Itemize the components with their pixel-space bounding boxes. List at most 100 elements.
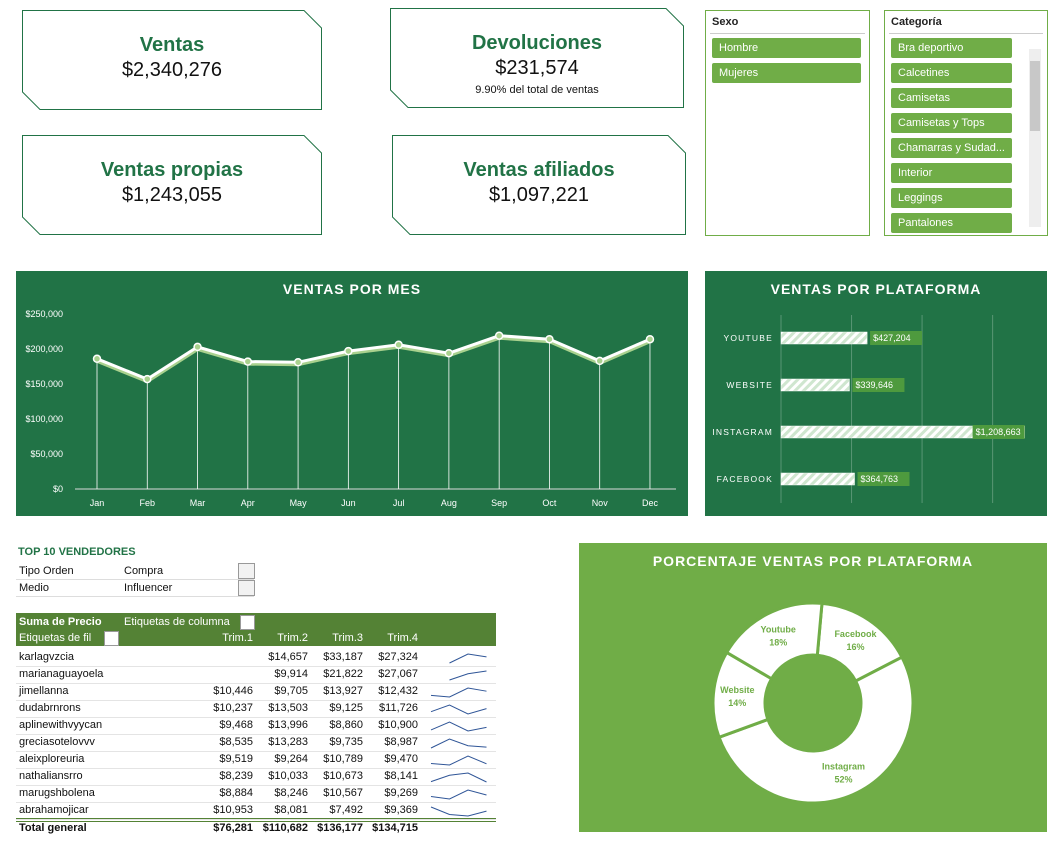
- cell-value: $8,081: [274, 804, 308, 816]
- marker: [193, 342, 202, 352]
- cell-value: $7,492: [329, 804, 363, 816]
- bar: [780, 425, 1025, 439]
- header-columns: Etiquetas de columna: [124, 616, 239, 628]
- row-rule: [16, 768, 496, 769]
- filter-value: Compra: [124, 565, 164, 577]
- marker: [394, 340, 403, 350]
- slicer-item[interactable]: Chamarras y Sudad...: [891, 138, 1012, 158]
- slicer-item[interactable]: Bra deportivo: [891, 38, 1012, 58]
- total-rule: [16, 818, 496, 822]
- slice-label: Website: [720, 685, 754, 695]
- panel: [579, 543, 1047, 832]
- panel: [705, 271, 1047, 516]
- marker: [92, 354, 102, 364]
- cell-value: $9,264: [274, 753, 308, 765]
- slicer-item[interactable]: Camisetas: [891, 88, 1012, 108]
- row-rule: [16, 751, 496, 752]
- x-tick-label: Oct: [542, 498, 557, 508]
- filter-button[interactable]: [238, 563, 255, 579]
- marker: [645, 334, 655, 344]
- sparkline: [430, 704, 487, 715]
- chart-title: PORCENTAJE VENTAS POR PLATAFORMA: [653, 553, 973, 569]
- slicer: Categoría Bra deportivo Calcetines Camiset…: [884, 10, 1048, 236]
- slicer-item[interactable]: Mujeres: [712, 63, 861, 83]
- pivot-table: TOP 10 VENDEDORES Tipo Orden Compra Medio In…: [16, 540, 496, 840]
- marker: [545, 334, 554, 344]
- cell-value: $27,067: [378, 668, 418, 680]
- value-label: 14%: [728, 698, 746, 708]
- kpi-value: $231,574: [495, 57, 579, 79]
- x-tick-label: Jun: [341, 498, 356, 508]
- cell-value: $9,470: [384, 753, 418, 765]
- slice: [717, 655, 915, 805]
- row-dropdown[interactable]: [104, 631, 119, 646]
- row-rule: [16, 785, 496, 786]
- column-header: Trim.4: [387, 632, 418, 644]
- x-tick-label: Jul: [393, 498, 405, 508]
- kpi-title: Devoluciones: [471, 32, 603, 54]
- slicer-item[interactable]: Camisetas y Tops: [891, 113, 1012, 133]
- sparkline: [430, 755, 487, 766]
- x-tick-label: Apr: [241, 498, 255, 508]
- marker: [494, 331, 504, 340]
- y-tick-label: WEBSITE: [726, 380, 773, 390]
- slicer-item[interactable]: Interior: [891, 163, 1012, 183]
- slicer-item[interactable]: Calcetines: [891, 63, 1012, 83]
- value-label: $427,204: [873, 333, 911, 343]
- sparkline: [430, 687, 487, 698]
- slicer-item[interactable]: Pantalones: [891, 213, 1012, 233]
- header-value: Suma de Precio: [19, 616, 102, 628]
- value-label: $339,646: [855, 380, 893, 390]
- row-rule: [16, 717, 496, 718]
- x-tick-label: Nov: [592, 498, 609, 508]
- slice-label: Youtube: [761, 624, 796, 634]
- total-label: Total general: [19, 822, 87, 834]
- value-label: 52%: [834, 775, 852, 785]
- line: [96, 334, 651, 381]
- row-label: abrahamojicar: [19, 804, 89, 816]
- total-value: $76,281: [213, 822, 253, 834]
- filter-button[interactable]: [238, 580, 255, 596]
- sparkline: [430, 772, 487, 783]
- column-header: Trim.2: [277, 632, 308, 644]
- filter-rule: [16, 596, 254, 597]
- cell-value: $14,657: [268, 651, 308, 663]
- column-header: Trim.1: [222, 632, 253, 644]
- cell-value: $8,860: [329, 719, 363, 731]
- sparkline: [430, 806, 487, 817]
- slicer-title: Sexo: [712, 16, 739, 28]
- total-value: $136,177: [317, 822, 363, 834]
- sparklines: [430, 653, 487, 817]
- slicer-item[interactable]: Hombre: [712, 38, 861, 58]
- slice-label: Facebook: [834, 629, 877, 639]
- column-dropdown[interactable]: [240, 615, 255, 630]
- value-label: 16%: [846, 642, 864, 652]
- sparkline: [430, 738, 487, 749]
- marker: [595, 356, 604, 366]
- header-rows: Etiquetas de fil: [19, 632, 92, 644]
- kpi-value: $1,097,221: [488, 184, 590, 206]
- slicer-item[interactable]: Leggings: [891, 188, 1012, 208]
- cell-value: $8,987: [384, 736, 418, 748]
- slicer-title: Categoría: [891, 16, 942, 28]
- row-label: aplinewithvyycan: [19, 719, 103, 731]
- cell-value: $8,141: [384, 770, 418, 782]
- scrollbar[interactable]: [1029, 49, 1041, 227]
- cell-value: $9,269: [384, 787, 418, 799]
- cell-value: $9,735: [329, 736, 363, 748]
- row-rule: [16, 734, 496, 735]
- kpi-card: Ventas propias $1,243,055: [22, 135, 322, 235]
- y-tick-label: $150,000: [25, 379, 63, 389]
- row-label: karlagvzcia: [19, 651, 75, 663]
- bar: [780, 378, 850, 392]
- y-tick-label: YOUTUBE: [724, 333, 774, 343]
- cell-value: $9,705: [274, 685, 308, 697]
- cell-value: $11,726: [379, 702, 418, 714]
- row-label: aleixploreuria: [19, 753, 85, 765]
- cell-value: $9,125: [329, 702, 363, 714]
- filter-label: Medio: [19, 582, 49, 594]
- row-rule: [16, 700, 496, 701]
- x-tick-label: Sep: [491, 498, 507, 508]
- x-tick-label: May: [290, 498, 308, 508]
